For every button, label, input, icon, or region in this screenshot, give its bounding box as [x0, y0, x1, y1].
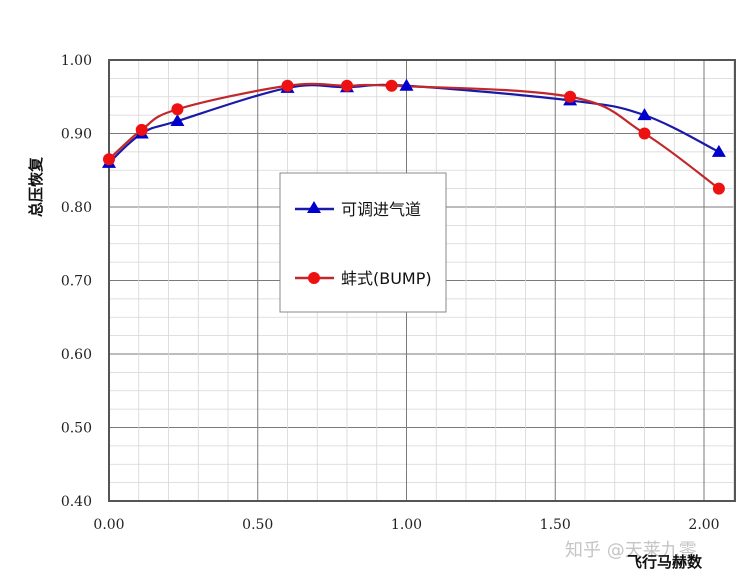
legend-item-bump: 蚌式(BUMP): [295, 269, 432, 288]
y-tick-label: 0.40: [61, 494, 92, 510]
x-tick-label: 0.00: [93, 517, 124, 533]
legend: 可调进气道 蚌式(BUMP): [279, 172, 447, 313]
plot-area-frame: [108, 59, 736, 502]
x-tick-label: 2.00: [688, 517, 719, 533]
circle-marker-icon: [103, 153, 115, 166]
y-tick-label: 0.50: [61, 421, 92, 437]
triangle-marker-icon: [170, 114, 185, 127]
legend-label: 可调进气道: [341, 200, 421, 219]
triangle-marker-icon: [399, 78, 414, 91]
x-axis-label: 飞行马赫数: [627, 553, 703, 571]
circle-marker-icon: [638, 127, 651, 140]
triangle-marker-icon: [637, 108, 652, 121]
circle-marker-icon: [712, 182, 725, 195]
y-tick-label: 1.00: [61, 53, 92, 69]
x-tick-label: 1.00: [391, 517, 422, 533]
grid: [108, 59, 735, 502]
legend-label: 蚌式(BUMP): [341, 269, 432, 288]
x-axis-ticks: 0.00 0.50 1.00 1.50 2.00: [93, 517, 719, 533]
legend-box: [279, 172, 447, 313]
x-tick-label: 0.50: [242, 517, 273, 533]
y-tick-label: 0.80: [61, 200, 92, 216]
y-tick-label: 0.60: [61, 347, 92, 363]
circle-marker-icon: [281, 79, 294, 92]
circle-marker-icon: [564, 90, 577, 103]
circle-marker-icon: [135, 123, 148, 136]
triangle-marker-icon: [307, 201, 321, 213]
circle-marker-icon: [385, 79, 398, 92]
y-tick-label: 0.90: [61, 127, 92, 143]
y-axis-label: 总压恢复: [27, 156, 45, 217]
circle-marker-icon: [341, 79, 353, 92]
y-axis-ticks: 0.40 0.50 0.60 0.70 0.80 0.90 1.00: [61, 53, 92, 510]
x-tick-label: 1.50: [540, 517, 571, 533]
circle-marker-icon: [171, 103, 184, 116]
y-tick-label: 0.70: [61, 274, 92, 290]
data-series: [102, 78, 726, 195]
circle-marker-icon: [308, 272, 320, 284]
legend-item-adjustable-inlet: 可调进气道: [295, 200, 421, 219]
series-line: [108, 82, 720, 190]
watermark: 知乎 @天莱九零: [565, 540, 697, 561]
triangle-marker-icon: [711, 144, 726, 157]
series-line: [108, 83, 720, 164]
